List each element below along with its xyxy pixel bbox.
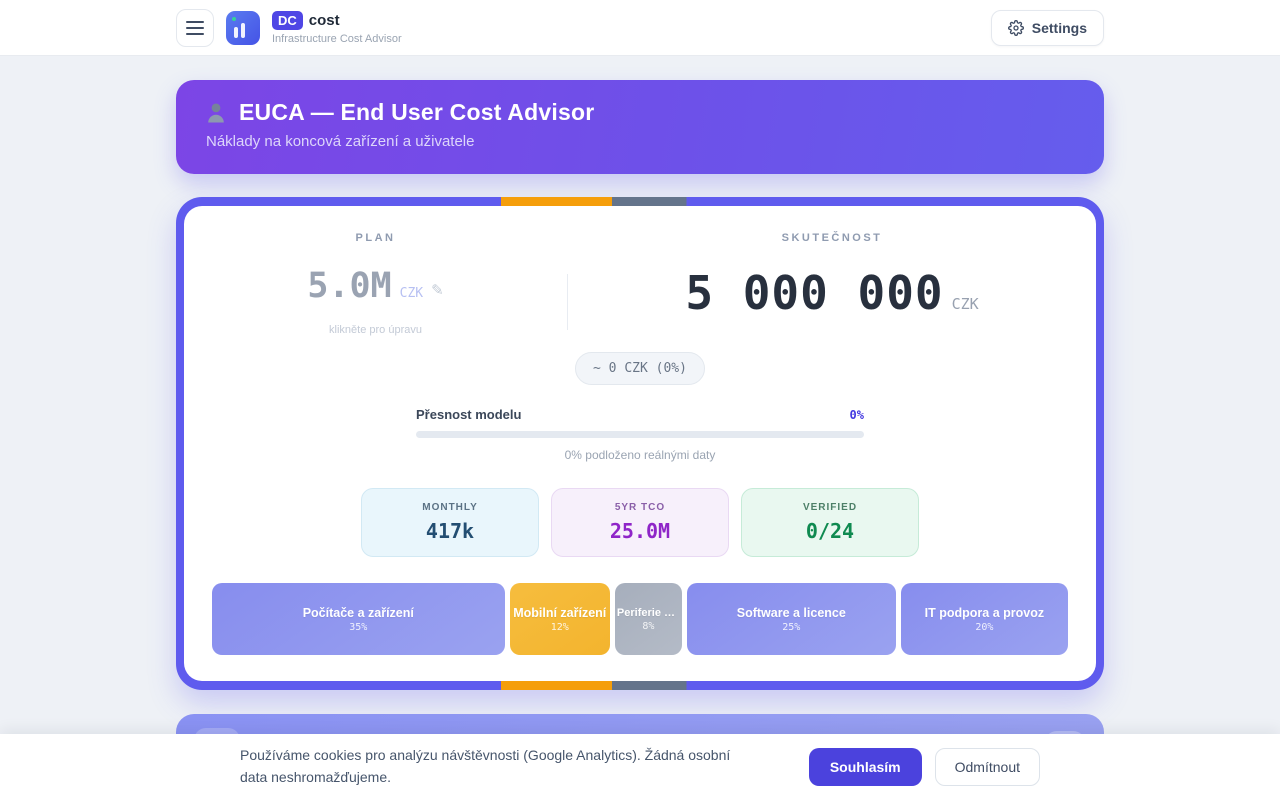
gear-icon	[1007, 19, 1024, 36]
main-content: EUCA — End User Cost Advisor Náklady na …	[176, 80, 1104, 800]
plan-currency: CZK	[399, 286, 424, 301]
accuracy-label: Přesnost modelu	[416, 407, 522, 422]
settings-button[interactable]: Settings	[990, 9, 1104, 46]
app-logo-icon	[226, 10, 260, 45]
brand-badge: DC	[272, 10, 303, 30]
settings-label: Settings	[1031, 19, 1087, 36]
euca-banner: EUCA — End User Cost Advisor Náklady na …	[176, 80, 1104, 174]
brand-subtitle: Infrastructure Cost Advisor	[272, 32, 402, 45]
category-segment-software[interactable]: Software a licence 25%	[686, 583, 896, 655]
plan-value-editor[interactable]: 5.0M CZK ✎	[184, 266, 567, 306]
stat-monthly: MONTHLY 417k	[361, 488, 539, 557]
accuracy-progressbar	[416, 431, 864, 438]
person-icon	[208, 103, 224, 122]
cookie-decline-button[interactable]: Odmítnout	[934, 748, 1040, 786]
brand-name: cost	[308, 11, 340, 29]
plan-edit-hint: klikněte pro úpravu	[329, 324, 422, 336]
stat-verified: VERIFIED 0/24	[741, 488, 919, 557]
plan-actual-compare: PLAN 5.0M CZK ✎ klikněte pro úpravu SKUT…	[184, 232, 1096, 336]
brand-block: DC cost Infrastructure Cost Advisor	[272, 10, 402, 45]
header-left: DC cost Infrastructure Cost Advisor	[176, 8, 402, 47]
page-subtitle: Náklady na koncová zařízení a uživatele	[206, 133, 475, 150]
plan-column: PLAN 5.0M CZK ✎ klikněte pro úpravu	[184, 232, 567, 336]
model-accuracy: Přesnost modelu 0% 0% podloženo reálnými…	[416, 407, 864, 462]
logo-dot	[232, 16, 236, 21]
menu-button[interactable]	[176, 8, 214, 47]
page-title: EUCA — End User Cost Advisor	[239, 99, 595, 125]
accuracy-percent: 0%	[849, 408, 864, 422]
difference-chip: ~ 0 CZK (0%)	[575, 352, 705, 385]
plan-label: PLAN	[355, 232, 396, 244]
stat-5yr-tco: 5YR TCO 25.0M	[551, 488, 729, 557]
category-segment-computers[interactable]: Počítače a zařízení 35%	[212, 583, 505, 655]
summary-card: PLAN 5.0M CZK ✎ klikněte pro úpravu SKUT…	[184, 206, 1096, 681]
actual-value-row: 5 000 000 CZK	[568, 266, 1096, 320]
cookie-accept-button[interactable]: Souhlasím	[808, 748, 922, 786]
actual-label: SKUTEČNOST	[781, 232, 883, 244]
hamburger-icon	[186, 20, 204, 23]
app-header: DC cost Infrastructure Cost Advisor Sett…	[0, 0, 1280, 56]
actual-currency: CZK	[951, 295, 979, 313]
summary-card-frame: PLAN 5.0M CZK ✎ klikněte pro úpravu SKUT…	[176, 197, 1104, 690]
edit-pencil-icon[interactable]: ✎	[431, 282, 444, 299]
actual-value: 5 000 000	[685, 266, 944, 320]
category-segment-support[interactable]: IT podpora a provoz 20%	[900, 583, 1068, 655]
plan-value[interactable]: 5.0M	[307, 266, 392, 306]
accuracy-note: 0% podloženo reálnými daty	[564, 448, 716, 462]
stat-cards: MONTHLY 417k 5YR TCO 25.0M VERIFIED 0/24	[184, 488, 1096, 557]
cookie-message: Používáme cookies pro analýzu návštěvnos…	[240, 747, 731, 785]
column-divider	[567, 274, 569, 330]
actual-column: SKUTEČNOST 5 000 000 CZK	[568, 232, 1096, 320]
category-segment-mobile[interactable]: Mobilní zařízení 12%	[509, 583, 610, 655]
category-bar: Počítače a zařízení 35% Mobilní zařízení…	[184, 583, 1096, 655]
category-segment-peripherals[interactable]: Periferie a t… 8%	[614, 583, 682, 655]
cookie-consent-bar: Používáme cookies pro analýzu návštěvnos…	[0, 734, 1280, 800]
